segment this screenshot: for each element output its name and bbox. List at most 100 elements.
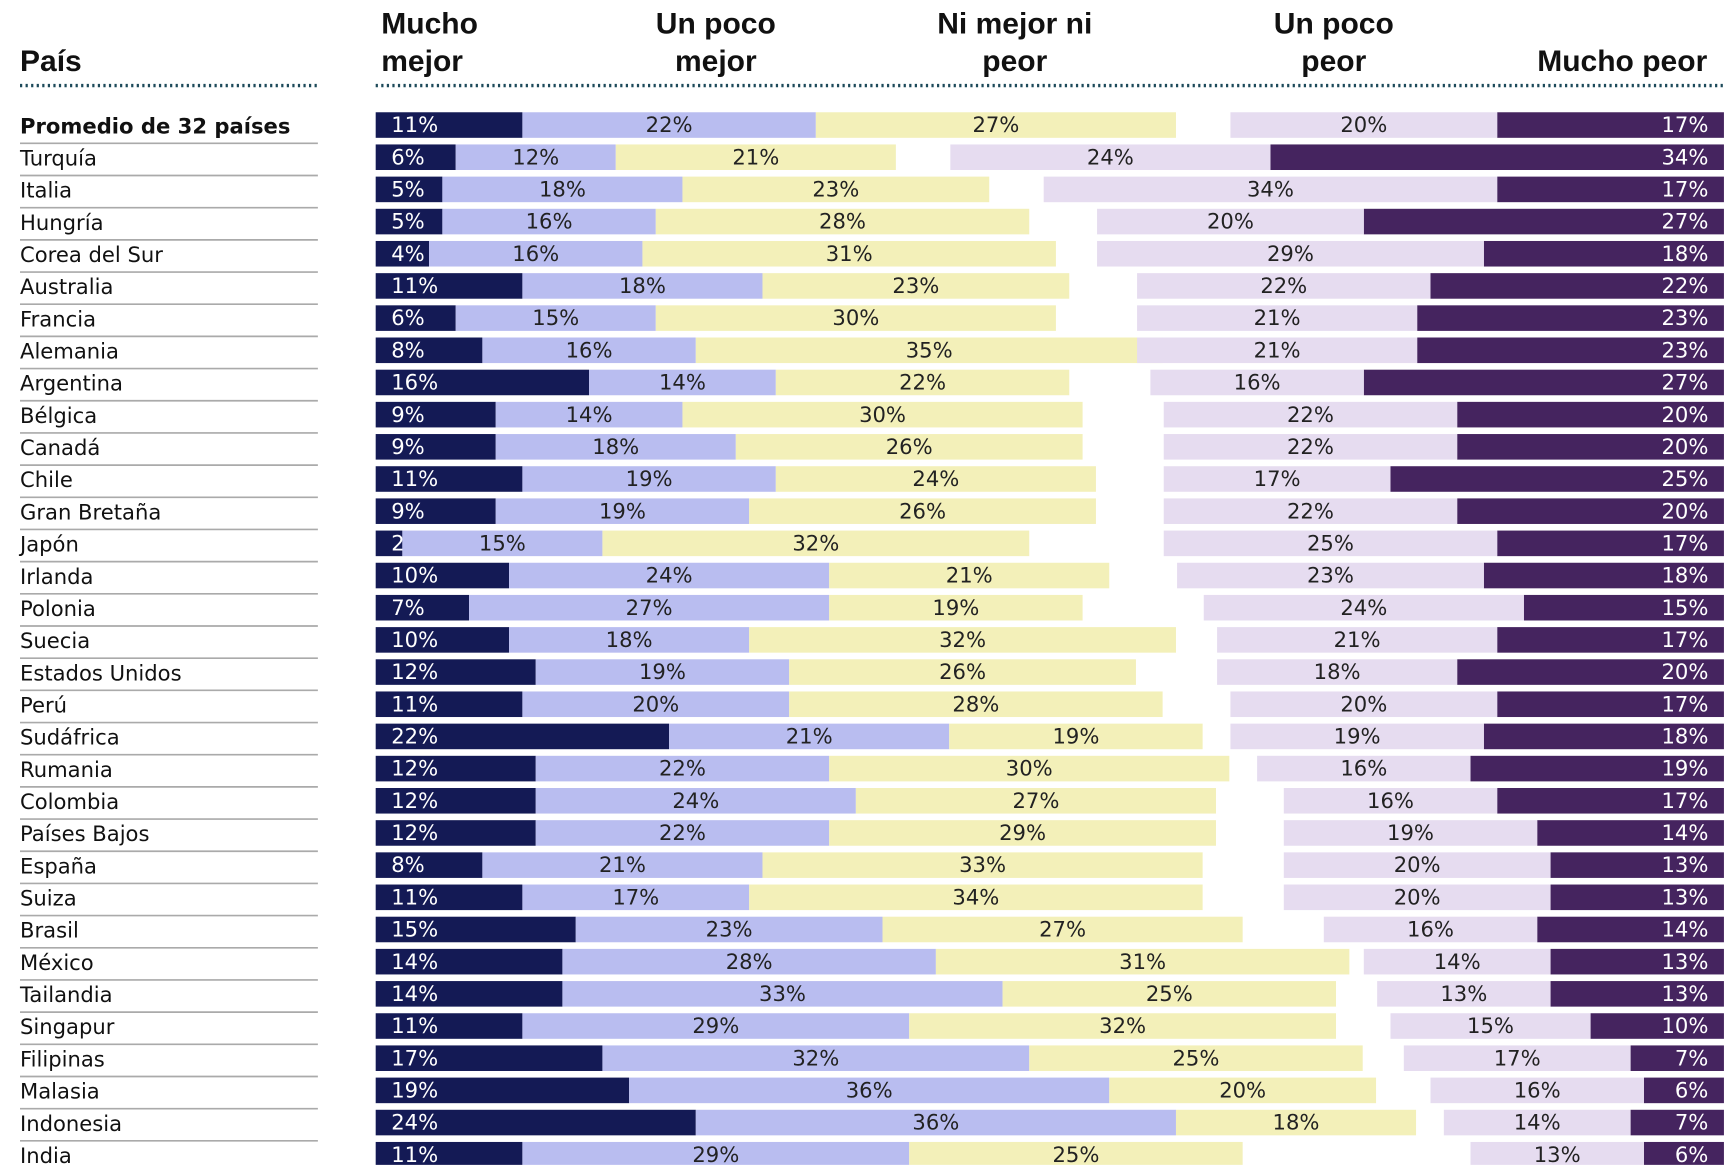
bar	[522, 112, 816, 138]
bar	[1483, 723, 1724, 750]
value-label: 12%	[512, 144, 559, 169]
row-label: Polonia	[20, 596, 96, 621]
value-label: 31%	[1119, 949, 1166, 974]
value-label: 21%	[599, 852, 646, 877]
value-label: 34%	[1661, 144, 1708, 169]
bar	[1283, 787, 1498, 814]
value-label: 12%	[391, 820, 438, 845]
bar	[682, 176, 990, 203]
row-header: País	[20, 44, 82, 78]
bar	[375, 981, 563, 1007]
bar	[1175, 1109, 1417, 1136]
bar	[429, 240, 643, 267]
bar	[949, 723, 1203, 750]
bar	[375, 948, 563, 975]
value-label: 27%	[1661, 370, 1708, 395]
bar	[535, 787, 856, 814]
bar	[909, 1141, 1243, 1165]
value-label: 26%	[939, 659, 986, 684]
value-label: 32%	[1099, 1013, 1146, 1038]
value-label: 13%	[1440, 981, 1487, 1006]
value-label: 31%	[826, 241, 873, 266]
bar	[375, 240, 430, 267]
row-label: Rumania	[20, 757, 113, 782]
value-label: 22%	[899, 370, 946, 395]
value-label: 7%	[1675, 1110, 1708, 1135]
value-label: 10%	[391, 627, 438, 652]
bar	[775, 466, 1096, 492]
value-label: 27%	[1012, 788, 1059, 813]
value-label: 13%	[1661, 852, 1708, 877]
bar	[1550, 852, 1724, 878]
value-label: 7%	[1675, 1045, 1708, 1070]
bar	[495, 498, 750, 524]
bar	[1470, 755, 1724, 782]
bar	[829, 594, 1083, 621]
row-label: Canadá	[20, 435, 100, 460]
value-label: 11%	[391, 466, 438, 491]
value-label: 20%	[1661, 402, 1708, 427]
bar	[375, 755, 536, 782]
value-label: 22%	[659, 820, 706, 845]
bar	[1230, 691, 1498, 718]
row-label: Estados Unidos	[20, 660, 182, 685]
value-label: 18%	[1661, 724, 1708, 749]
bar	[1363, 369, 1724, 396]
value-label: 15%	[532, 305, 579, 330]
bar	[815, 112, 1176, 138]
bar	[855, 787, 1216, 814]
bar	[789, 691, 1163, 718]
row-label: Indonesia	[20, 1111, 122, 1136]
value-label: 21%	[732, 144, 779, 169]
bar	[1523, 594, 1724, 621]
value-label: 23%	[812, 177, 859, 202]
bar	[375, 498, 496, 524]
bar	[1150, 369, 1364, 396]
legend-header: Ni mejor ni peor	[937, 6, 1093, 78]
value-label: 6%	[391, 144, 425, 169]
bar	[1497, 176, 1724, 203]
bar	[1137, 337, 1418, 364]
bar	[935, 948, 1350, 975]
value-label: 36%	[912, 1110, 959, 1135]
bar	[455, 144, 616, 171]
value-label: 11%	[391, 1013, 438, 1038]
bar	[1257, 755, 1471, 782]
row-label: Tailandia	[19, 982, 113, 1007]
bar	[1470, 1141, 1644, 1165]
value-label: 22%	[1260, 273, 1307, 298]
bar	[1430, 1077, 1644, 1104]
value-label: 9%	[391, 402, 425, 427]
value-label: 20%	[1661, 498, 1708, 523]
bar	[375, 659, 536, 685]
bar	[375, 466, 523, 492]
legend-header: Un poco peor	[1273, 6, 1394, 78]
bar	[375, 852, 483, 878]
bar	[1590, 1013, 1724, 1039]
value-label: 18%	[606, 627, 653, 652]
value-label: 32%	[792, 530, 839, 555]
bar	[1643, 1077, 1724, 1104]
bar	[749, 627, 1176, 653]
bar	[655, 305, 1056, 331]
bar	[375, 1109, 696, 1136]
value-label: 6%	[1675, 1142, 1708, 1165]
bar	[1457, 401, 1724, 428]
bar	[522, 691, 790, 718]
value-label: 25%	[1173, 1045, 1220, 1070]
value-label: 10%	[391, 563, 438, 588]
value-label: 26%	[886, 434, 933, 459]
value-label: 27%	[1039, 917, 1086, 942]
bar	[1537, 820, 1724, 846]
value-label: 12%	[391, 659, 438, 684]
value-label: 19%	[1387, 820, 1434, 845]
bar	[495, 401, 683, 428]
value-label: 24%	[1087, 144, 1134, 169]
bar	[1630, 1109, 1724, 1136]
value-label: 22%	[1287, 402, 1334, 427]
bar	[829, 820, 1216, 846]
bar	[375, 1077, 630, 1104]
bar	[1097, 240, 1484, 267]
value-label: 22%	[391, 724, 438, 749]
value-label: 24%	[672, 788, 719, 813]
